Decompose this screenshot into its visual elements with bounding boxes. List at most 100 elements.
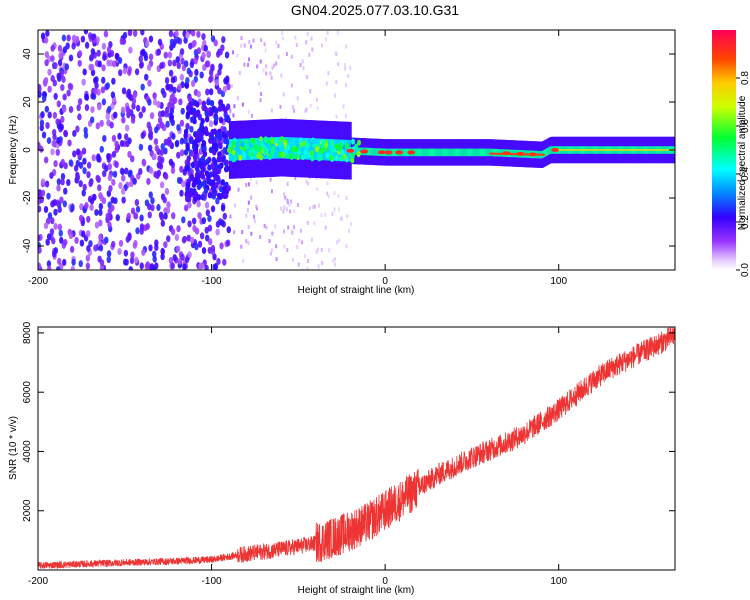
noise-cell: [99, 259, 105, 267]
faint-cell: [274, 224, 277, 229]
noise-cell: [125, 235, 130, 243]
ridge-core: [547, 147, 550, 156]
ridge-core: [420, 148, 423, 157]
noise-cell: [90, 92, 95, 100]
colorbar: 0.0 0.2 0.4 0.6 0.8 Normalized spectral ampl…: [712, 30, 750, 277]
ridge-core: [358, 147, 361, 155]
noise-cell: [104, 236, 109, 244]
noise-cell: [179, 48, 185, 56]
noise-cell: [188, 137, 194, 144]
noise-cell: [39, 196, 44, 204]
noise-cell: [94, 208, 99, 216]
noise-cell: [213, 39, 218, 47]
ridge-core: [402, 148, 405, 157]
noise-cell: [62, 200, 68, 208]
noise-cell: [176, 123, 181, 131]
noise-cell: [216, 192, 222, 200]
faint-cell: [259, 234, 262, 239]
noise-cell: [199, 232, 205, 240]
faint-cell: [269, 177, 272, 182]
noise-cell: [226, 185, 231, 192]
noise-cell: [143, 54, 149, 62]
noise-cell: [208, 88, 214, 96]
colorbar-tick-label: 0.0: [740, 263, 750, 277]
noise-cell: [166, 201, 171, 209]
noise-cell: [138, 143, 144, 151]
faint-cell: [256, 64, 259, 69]
ridge-speckle: [301, 154, 306, 161]
noise-cell: [152, 153, 157, 161]
noise-cell: [43, 205, 49, 213]
noise-cell: [200, 262, 205, 270]
faint-cell: [273, 63, 276, 68]
noise-cell: [99, 264, 105, 270]
noise-cell: [180, 253, 185, 261]
noise-cell: [57, 257, 62, 265]
faint-cell: [279, 104, 282, 109]
noise-cell: [191, 217, 197, 225]
noise-cell: [83, 131, 89, 139]
faint-cell: [243, 43, 246, 48]
faint-cell: [312, 204, 315, 209]
noise-cell: [84, 93, 90, 101]
ridge-core: [480, 148, 483, 157]
noise-cell: [134, 199, 140, 207]
ridge-speckle: [251, 148, 256, 155]
noise-cell: [118, 69, 123, 77]
ridge-core: [429, 148, 432, 157]
faint-cell: [292, 225, 295, 230]
noise-cell: [179, 165, 184, 173]
noise-cell: [90, 33, 96, 41]
faint-cell: [325, 81, 328, 86]
noise-cell: [189, 61, 195, 69]
noise-cell: [206, 50, 211, 58]
noise-cell: [183, 137, 188, 145]
ridge-core: [488, 148, 491, 157]
ridge-core: [496, 148, 499, 157]
faint-cell: [246, 208, 249, 213]
faint-cell: [333, 257, 336, 262]
noise-cell: [90, 106, 95, 114]
noise-cell: [167, 59, 173, 67]
spectrogram-y-label: Frequency (Hz): [8, 116, 19, 185]
noise-cell: [222, 185, 227, 192]
noise-cell: [101, 64, 106, 72]
faint-cell: [241, 102, 244, 107]
faint-cell: [317, 203, 320, 208]
ridge-core: [474, 148, 477, 157]
faint-cell: [320, 247, 323, 252]
noise-cell: [198, 131, 203, 138]
ridge-core: [270, 137, 273, 159]
noise-cell: [187, 251, 192, 259]
noise-cell: [82, 68, 87, 76]
noise-cell: [123, 249, 129, 257]
noise-cell: [223, 192, 229, 199]
faint-cell: [331, 211, 334, 216]
ridge-peak-line: [489, 152, 545, 156]
noise-cell: [208, 120, 214, 128]
noise-cell: [213, 174, 218, 182]
noise-cell: [168, 83, 174, 91]
ridge-core: [239, 138, 242, 161]
faint-cell: [316, 187, 319, 192]
noise-cell: [105, 212, 111, 220]
ridge-core: [307, 138, 310, 160]
faint-cell: [247, 62, 250, 67]
noise-cell: [128, 46, 133, 54]
faint-cell: [286, 200, 289, 205]
faint-cell: [290, 83, 293, 88]
noise-cell: [204, 110, 209, 117]
noise-cell: [200, 117, 205, 125]
figure-title: GN04.2025.077.03.10.G31: [291, 2, 459, 18]
faint-cell: [294, 35, 297, 40]
noise-cell: [89, 54, 94, 62]
faint-cell: [345, 83, 348, 88]
noise-cell: [210, 63, 215, 71]
noise-cell: [201, 179, 207, 187]
ridge-core: [308, 138, 311, 160]
ridge-core: [490, 148, 493, 157]
noise-cell: [222, 212, 227, 220]
faint-cell: [281, 30, 284, 35]
ridge-core: [234, 138, 237, 161]
faint-cell: [344, 113, 347, 118]
